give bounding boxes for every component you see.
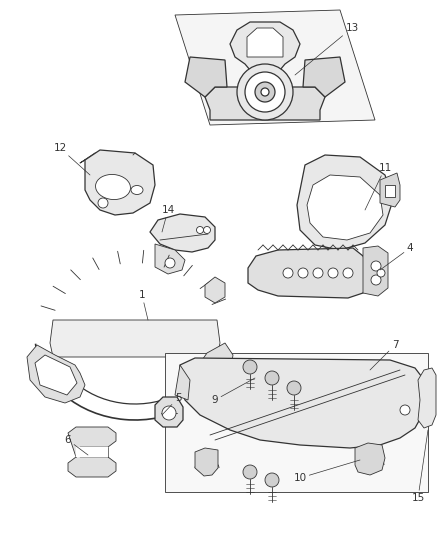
Circle shape <box>165 258 175 268</box>
Text: 13: 13 <box>295 23 359 75</box>
Polygon shape <box>165 353 428 492</box>
Polygon shape <box>150 214 215 252</box>
Circle shape <box>261 88 269 96</box>
Polygon shape <box>27 345 85 403</box>
Circle shape <box>400 405 410 415</box>
Circle shape <box>245 72 285 112</box>
Circle shape <box>371 275 381 285</box>
Ellipse shape <box>131 185 143 195</box>
Circle shape <box>197 227 204 233</box>
Polygon shape <box>80 153 133 163</box>
Circle shape <box>237 64 293 120</box>
Text: 10: 10 <box>293 460 360 483</box>
Text: 14: 14 <box>161 205 175 232</box>
Polygon shape <box>247 28 283 57</box>
Circle shape <box>265 473 279 487</box>
Polygon shape <box>248 248 368 298</box>
Polygon shape <box>76 447 108 457</box>
Text: 1: 1 <box>139 290 148 320</box>
Text: 9: 9 <box>212 378 255 405</box>
Circle shape <box>243 360 257 374</box>
Circle shape <box>255 82 275 102</box>
Polygon shape <box>68 427 116 477</box>
Polygon shape <box>180 358 428 448</box>
Circle shape <box>377 269 385 277</box>
Text: 15: 15 <box>411 430 428 503</box>
Polygon shape <box>307 175 383 240</box>
Polygon shape <box>200 343 233 380</box>
Circle shape <box>98 198 108 208</box>
Circle shape <box>162 406 176 420</box>
Polygon shape <box>195 448 218 476</box>
Circle shape <box>313 268 323 278</box>
Bar <box>385 185 395 197</box>
Circle shape <box>243 465 257 479</box>
Text: 4: 4 <box>380 243 413 270</box>
Polygon shape <box>175 365 190 400</box>
Polygon shape <box>205 87 325 120</box>
Circle shape <box>283 268 293 278</box>
Circle shape <box>343 268 353 278</box>
Polygon shape <box>205 277 225 303</box>
Ellipse shape <box>95 174 131 199</box>
Polygon shape <box>380 173 400 207</box>
Polygon shape <box>35 355 77 395</box>
Polygon shape <box>50 320 220 357</box>
Polygon shape <box>355 443 385 475</box>
Text: 5: 5 <box>162 393 181 415</box>
Text: 11: 11 <box>365 163 392 210</box>
Polygon shape <box>230 22 300 72</box>
Circle shape <box>204 227 211 233</box>
Polygon shape <box>418 368 436 428</box>
Circle shape <box>371 261 381 271</box>
Circle shape <box>265 371 279 385</box>
Text: 12: 12 <box>53 143 90 175</box>
Polygon shape <box>175 10 375 125</box>
Polygon shape <box>155 244 185 274</box>
Circle shape <box>328 268 338 278</box>
Text: 7: 7 <box>370 340 398 370</box>
Polygon shape <box>185 57 227 97</box>
Polygon shape <box>363 246 388 296</box>
Polygon shape <box>85 150 155 215</box>
Polygon shape <box>303 57 345 97</box>
Text: 6: 6 <box>65 435 88 455</box>
Polygon shape <box>297 155 393 250</box>
Circle shape <box>298 268 308 278</box>
Polygon shape <box>155 397 183 427</box>
Circle shape <box>287 381 301 395</box>
